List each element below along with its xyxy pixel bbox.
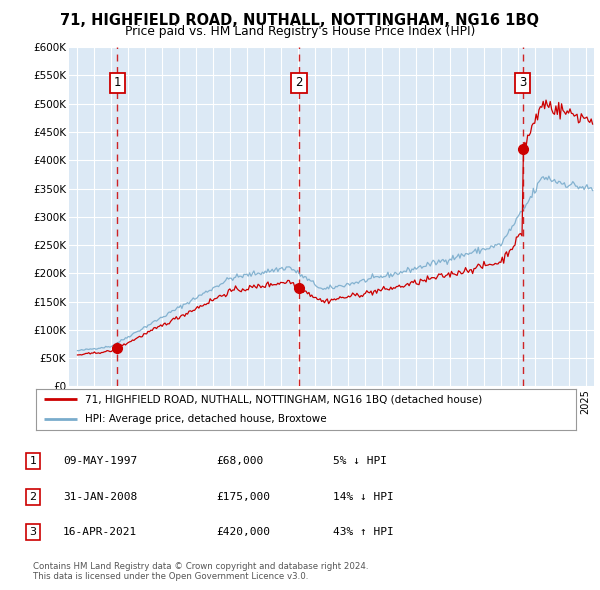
Text: 14% ↓ HPI: 14% ↓ HPI — [333, 492, 394, 502]
Text: 3: 3 — [519, 76, 526, 89]
Text: Price paid vs. HM Land Registry's House Price Index (HPI): Price paid vs. HM Land Registry's House … — [125, 25, 475, 38]
Text: 09-MAY-1997: 09-MAY-1997 — [63, 457, 137, 466]
Text: 2: 2 — [295, 76, 303, 89]
Text: 71, HIGHFIELD ROAD, NUTHALL, NOTTINGHAM, NG16 1BQ (detached house): 71, HIGHFIELD ROAD, NUTHALL, NOTTINGHAM,… — [85, 395, 482, 404]
Text: 2: 2 — [29, 492, 37, 502]
Text: 71, HIGHFIELD ROAD, NUTHALL, NOTTINGHAM, NG16 1BQ: 71, HIGHFIELD ROAD, NUTHALL, NOTTINGHAM,… — [61, 13, 539, 28]
Text: 1: 1 — [29, 457, 37, 466]
Text: £420,000: £420,000 — [216, 527, 270, 537]
Text: 1: 1 — [113, 76, 121, 89]
Text: 43% ↑ HPI: 43% ↑ HPI — [333, 527, 394, 537]
Text: HPI: Average price, detached house, Broxtowe: HPI: Average price, detached house, Brox… — [85, 415, 326, 424]
Text: 5% ↓ HPI: 5% ↓ HPI — [333, 457, 387, 466]
Text: Contains HM Land Registry data © Crown copyright and database right 2024.
This d: Contains HM Land Registry data © Crown c… — [33, 562, 368, 581]
Text: £68,000: £68,000 — [216, 457, 263, 466]
Text: 3: 3 — [29, 527, 37, 537]
Text: £175,000: £175,000 — [216, 492, 270, 502]
Text: 16-APR-2021: 16-APR-2021 — [63, 527, 137, 537]
Text: 31-JAN-2008: 31-JAN-2008 — [63, 492, 137, 502]
